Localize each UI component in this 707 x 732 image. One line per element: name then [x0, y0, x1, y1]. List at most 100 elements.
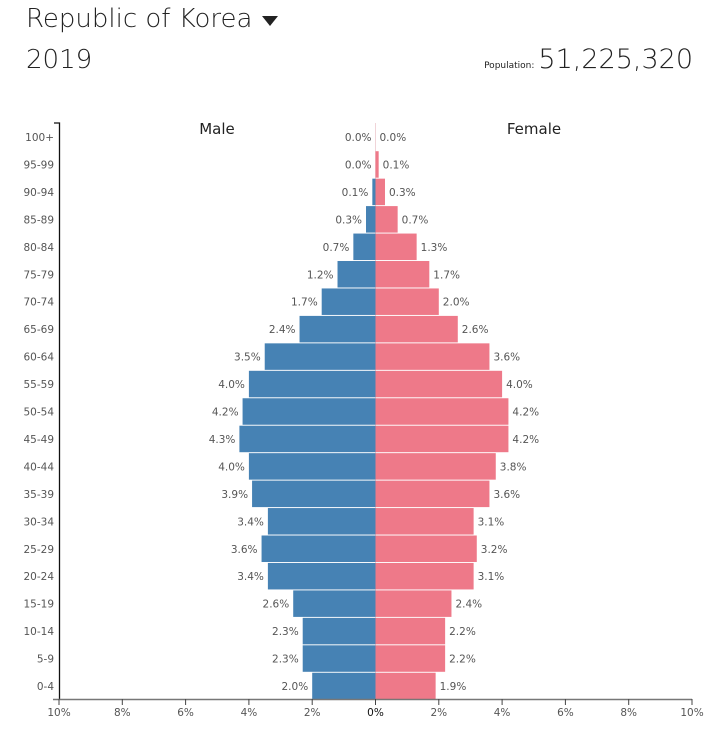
male-bar: [366, 206, 376, 233]
population-value: 51,225,320: [538, 44, 693, 75]
male-bar: [337, 261, 376, 288]
age-group-label: 20-24: [23, 571, 54, 583]
female-bar: [375, 233, 417, 261]
male-value-label: 3.5%: [234, 352, 261, 364]
male-value-label: 2.0%: [282, 681, 309, 693]
male-value-label: 0.7%: [323, 242, 350, 254]
age-group-label: 40-44: [23, 461, 54, 473]
x-tick-label: 2%: [304, 707, 321, 719]
female-bar: [375, 206, 398, 233]
male-legend-label: Male: [199, 120, 235, 138]
female-bar: [375, 672, 436, 700]
female-bar: [375, 425, 509, 453]
female-value-label: 0.7%: [402, 214, 429, 226]
female-bar: [375, 535, 477, 562]
male-value-label: 4.3%: [209, 434, 236, 446]
male-value-label: 2.3%: [272, 654, 299, 666]
age-group-label: 5-9: [37, 654, 54, 666]
male-value-label: 2.6%: [263, 599, 290, 611]
male-bar: [293, 590, 376, 617]
x-tick-label: 8%: [114, 707, 131, 719]
country-selector[interactable]: Republic of Korea: [26, 4, 279, 34]
population-display: Population: 51,225,320: [484, 44, 693, 75]
female-value-label: 3.2%: [481, 544, 508, 556]
female-value-label: 2.0%: [443, 297, 470, 309]
female-value-label: 4.2%: [512, 434, 539, 446]
female-bar: [375, 590, 452, 617]
male-bar: [261, 535, 376, 562]
male-value-label: 3.9%: [221, 489, 248, 501]
male-bar: [248, 453, 376, 480]
x-tick-label: 6%: [557, 707, 574, 719]
male-value-label: 0.1%: [342, 187, 369, 199]
age-group-label: 30-34: [23, 516, 54, 528]
female-bar: [375, 453, 496, 480]
male-value-label: 4.0%: [218, 461, 245, 473]
female-value-label: 3.1%: [478, 516, 505, 528]
year-label: 2019: [26, 45, 93, 75]
female-bar: [375, 370, 503, 398]
male-value-label: 2.3%: [272, 626, 299, 638]
y-axis: [54, 122, 61, 699]
female-value-label: 1.7%: [433, 269, 460, 281]
female-value-label: 1.3%: [421, 242, 448, 254]
x-tick-label: 2%: [430, 707, 447, 719]
age-group-label: 15-19: [23, 599, 54, 611]
age-group-label: 45-49: [23, 434, 54, 446]
age-group-label: 75-79: [23, 269, 54, 281]
male-bar: [267, 562, 376, 590]
male-value-label: 4.0%: [218, 379, 245, 391]
male-bar: [372, 178, 376, 206]
male-bar: [353, 233, 376, 261]
female-value-label: 3.8%: [500, 461, 527, 473]
female-value-label: 2.2%: [449, 626, 476, 638]
x-tick-label: 4%: [494, 707, 511, 719]
female-value-label: 1.9%: [440, 681, 467, 693]
male-bar: [299, 315, 376, 343]
male-value-label: 0.0%: [345, 159, 372, 171]
female-bar: [375, 645, 446, 672]
age-group-label: 35-39: [23, 489, 54, 501]
male-bar: [242, 398, 376, 425]
female-bar: [375, 288, 439, 315]
female-bar: [375, 315, 458, 343]
age-group-label: 90-94: [23, 187, 54, 199]
x-tick-label: 10%: [47, 707, 70, 719]
female-value-label: 4.0%: [506, 379, 533, 391]
age-group-label: 85-89: [23, 214, 54, 226]
male-value-label: 1.7%: [291, 297, 318, 309]
population-label: Population:: [484, 61, 535, 71]
x-tick-label: 8%: [620, 707, 637, 719]
female-value-label: 3.6%: [493, 489, 520, 501]
female-bar: [375, 617, 446, 645]
x-tick-label: 0%: [367, 707, 384, 719]
female-value-label: 4.2%: [512, 407, 539, 419]
male-bar: [248, 370, 376, 398]
male-bar: [239, 425, 376, 453]
age-group-label: 25-29: [23, 544, 54, 556]
male-value-label: 4.2%: [212, 407, 239, 419]
female-bar: [375, 562, 474, 590]
female-value-label: 3.1%: [478, 571, 505, 583]
male-value-label: 0.3%: [335, 214, 362, 226]
age-group-label: 50-54: [23, 407, 54, 419]
male-bar: [321, 288, 376, 315]
female-value-label: 2.2%: [449, 654, 476, 666]
female-bar: [375, 261, 430, 288]
male-value-label: 3.6%: [231, 544, 258, 556]
age-group-label: 0-4: [37, 681, 54, 693]
x-tick-label: 6%: [177, 707, 194, 719]
female-bar: [375, 151, 379, 178]
age-group-label: 70-74: [23, 297, 54, 309]
male-bar: [264, 343, 376, 370]
female-value-label: 0.1%: [383, 159, 410, 171]
age-group-label: 95-99: [23, 159, 54, 171]
age-group-label: 100+: [25, 132, 54, 144]
female-bar: [375, 480, 490, 508]
male-bar: [302, 617, 376, 645]
age-group-label: 60-64: [23, 352, 54, 364]
female-value-label: 3.6%: [493, 352, 520, 364]
female-bar: [375, 508, 474, 535]
male-bar: [252, 480, 376, 508]
